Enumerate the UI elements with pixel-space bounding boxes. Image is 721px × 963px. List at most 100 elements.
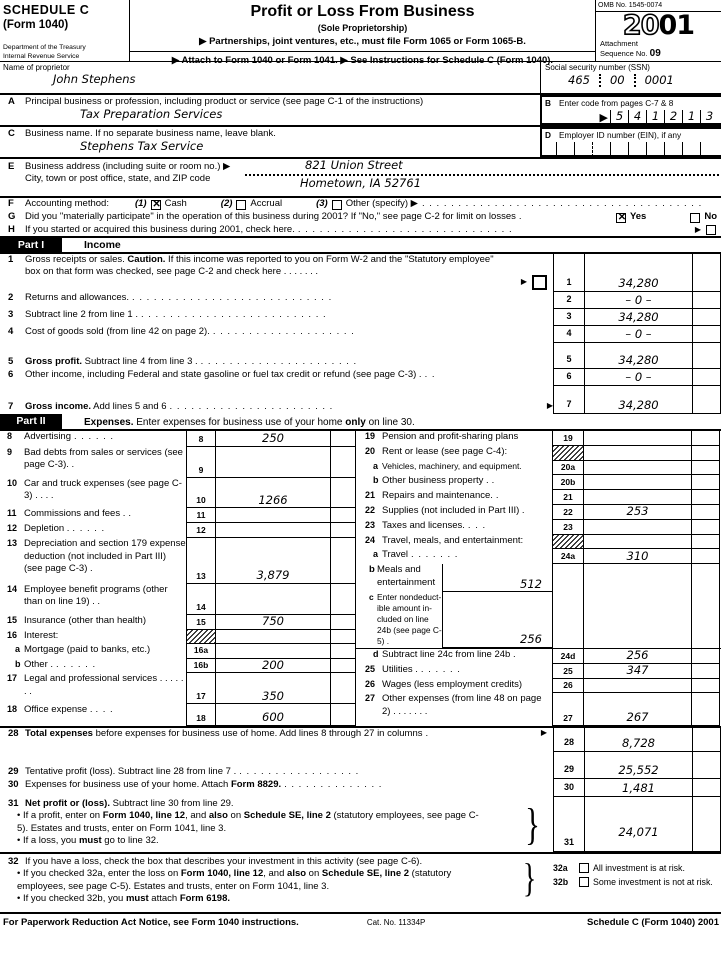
- line-e-address-field[interactable]: 821 Union Street Hometown, IA 52761: [245, 159, 721, 196]
- line-d-number: D: [545, 130, 551, 140]
- line-1-box: 1: [553, 254, 585, 292]
- line-24c-label: Enter nondeduct- ible amount in- cluded …: [377, 592, 442, 646]
- line-19-cents[interactable]: [691, 431, 720, 446]
- line-1-amount[interactable]: 34,280: [585, 254, 692, 292]
- line-13-cents[interactable]: [330, 538, 356, 584]
- line-27-amount[interactable]: 267: [584, 693, 691, 726]
- line-21-cents[interactable]: [691, 490, 720, 505]
- line-9-amount[interactable]: [216, 447, 330, 478]
- line-18-amount[interactable]: 600: [216, 704, 330, 727]
- line-31-cents[interactable]: [692, 797, 721, 852]
- line-3-cents[interactable]: [692, 309, 721, 326]
- line-20a-cents[interactable]: [691, 460, 720, 476]
- line-14-amount[interactable]: [216, 584, 330, 615]
- line-1-cents[interactable]: [692, 254, 721, 292]
- line-21-amount[interactable]: [584, 490, 691, 505]
- line-a-value-field[interactable]: Tax Preparation Services: [80, 107, 223, 122]
- line-19-amount[interactable]: [584, 431, 691, 446]
- line-7-cents[interactable]: [692, 386, 721, 414]
- line-4-amount[interactable]: – 0 –: [585, 326, 692, 343]
- line-24d-cents[interactable]: [691, 649, 720, 664]
- line-25-amount[interactable]: 347: [584, 664, 691, 679]
- line-24c-amount[interactable]: 256: [442, 592, 552, 649]
- line-24a-cents[interactable]: [691, 549, 720, 565]
- line-20b-letter: b: [373, 475, 379, 486]
- line-17-cents[interactable]: [330, 673, 356, 705]
- line-11-cents[interactable]: [330, 508, 356, 524]
- line-23-cents[interactable]: [691, 519, 720, 535]
- line-2-cents[interactable]: [692, 292, 721, 309]
- city-state-zip-value[interactable]: Hometown, IA 52761: [300, 176, 422, 190]
- line-29-amount[interactable]: 25,552: [585, 752, 692, 779]
- line-3-number: 3: [8, 309, 14, 320]
- line-24d-row: d Subtract line 24c from line 24b . 24d 2…: [356, 648, 721, 664]
- line-8-amount[interactable]: 250: [216, 431, 330, 447]
- cash-checkbox[interactable]: [150, 198, 162, 211]
- line-22-cents[interactable]: [691, 504, 720, 520]
- street-value[interactable]: 821 Union Street: [305, 158, 403, 172]
- line-17-amount[interactable]: 350: [216, 673, 330, 705]
- line-16b-cents[interactable]: [330, 658, 356, 674]
- line-6-cents[interactable]: [692, 369, 721, 386]
- line-b-code-field[interactable]: ▶ 5 4 1 2 1 3: [545, 109, 718, 125]
- line-28-cents[interactable]: [692, 728, 721, 752]
- line-31-amount[interactable]: 24,071: [585, 797, 692, 852]
- line-24b-amount[interactable]: 512: [442, 564, 552, 593]
- line-c-value-field[interactable]: Stephens Tax Service: [80, 139, 204, 154]
- line-12-cents[interactable]: [330, 523, 356, 539]
- line-5-amount[interactable]: 34,280: [585, 343, 692, 369]
- line-14-cents[interactable]: [330, 583, 356, 615]
- line-16b-amount[interactable]: 200: [216, 659, 330, 674]
- line-7-amount[interactable]: 34,280: [585, 386, 692, 414]
- option-3-prefix: (3): [316, 198, 328, 210]
- line-30-row: 30 Expenses for business use of your hom…: [0, 779, 721, 797]
- dot-leader: .: [425, 728, 430, 739]
- line-9-box: 9: [186, 446, 216, 478]
- line-11-amount[interactable]: [216, 508, 330, 524]
- line-12-amount[interactable]: [216, 523, 330, 539]
- line-16a-cents[interactable]: [330, 643, 356, 659]
- line-3-amount[interactable]: 34,280: [585, 309, 692, 326]
- line-15-amount[interactable]: 750: [216, 615, 330, 630]
- line-24a-amount[interactable]: 310: [584, 549, 691, 565]
- line-23-amount[interactable]: [584, 520, 691, 535]
- line-24d-amount[interactable]: 256: [584, 649, 691, 664]
- some-investment-not-at-risk-checkbox[interactable]: [579, 877, 589, 888]
- line-29-cents[interactable]: [692, 752, 721, 779]
- line-10-amount[interactable]: 1266: [216, 478, 330, 509]
- line-4-cents[interactable]: [692, 326, 721, 343]
- line-26-cents[interactable]: [691, 678, 720, 694]
- statutory-employee-checkbox[interactable]: [532, 275, 547, 290]
- other-method-checkbox[interactable]: [331, 199, 342, 210]
- line-20a-amount[interactable]: [584, 461, 691, 476]
- line-8-cents[interactable]: [330, 431, 356, 447]
- all-investment-at-risk-checkbox[interactable]: [579, 863, 589, 873]
- line-h-checkbox[interactable]: [706, 225, 716, 235]
- year-outline-part: 20: [622, 10, 660, 42]
- line-28-amount[interactable]: 8,728: [585, 728, 692, 752]
- line-18-cents[interactable]: [330, 704, 356, 727]
- ssn-field[interactable]: 465 00 0001: [545, 74, 717, 88]
- line-9-cents[interactable]: [330, 446, 356, 478]
- line-5-cents[interactable]: [692, 343, 721, 369]
- line-20b-cents[interactable]: [691, 475, 720, 491]
- line-26-amount[interactable]: [584, 679, 691, 694]
- line-6-amount[interactable]: – 0 –: [585, 369, 692, 386]
- line-22-amount[interactable]: 253: [584, 505, 691, 520]
- line-20b-amount[interactable]: [584, 475, 691, 491]
- year-solid-part: 01: [658, 10, 696, 42]
- line-2-amount[interactable]: – 0 –: [585, 292, 692, 309]
- line-d-ein-field[interactable]: [545, 141, 718, 157]
- accrual-checkbox[interactable]: [236, 199, 247, 210]
- line-10-cents[interactable]: [330, 477, 356, 509]
- materially-participate-no-checkbox[interactable]: [690, 212, 701, 223]
- materially-participate-yes-checkbox[interactable]: [615, 211, 627, 224]
- proprietor-name-field[interactable]: John Stephens: [53, 72, 136, 87]
- line-27-cents[interactable]: [691, 693, 720, 726]
- line-30-amount[interactable]: 1,481: [585, 779, 692, 797]
- line-25-cents[interactable]: [691, 663, 720, 679]
- line-30-cents[interactable]: [692, 779, 721, 797]
- line-15-cents[interactable]: [330, 614, 356, 630]
- line-13-amount[interactable]: 3,879: [216, 538, 330, 584]
- line-16a-amount[interactable]: [216, 644, 330, 659]
